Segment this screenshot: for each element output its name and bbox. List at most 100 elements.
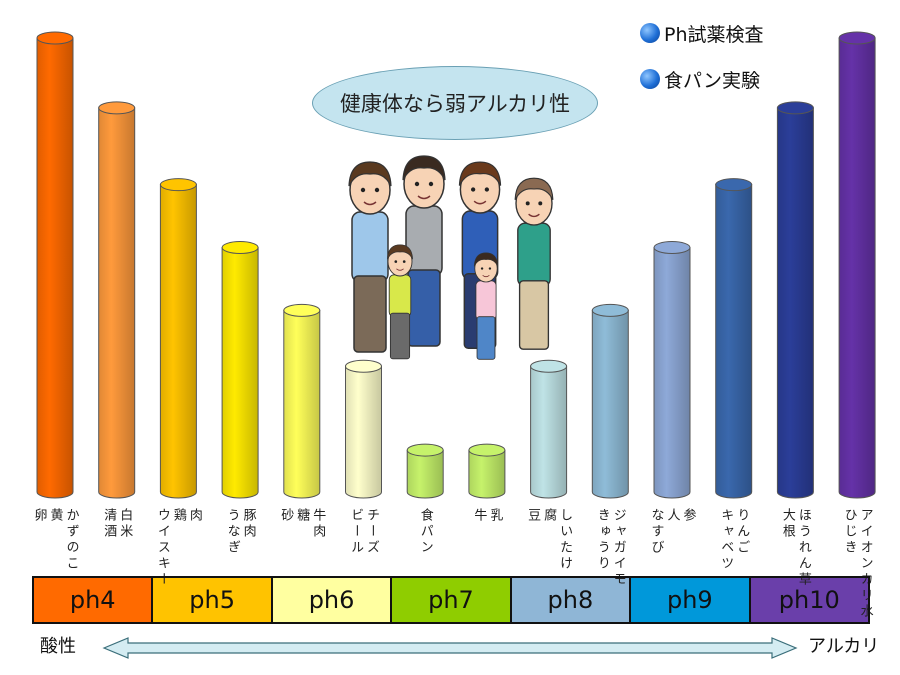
- bar: [715, 178, 753, 499]
- ph-segment-fill: [32, 576, 152, 624]
- bar-body: [468, 449, 506, 499]
- bar-body: [838, 37, 876, 499]
- ph-segment: ph7: [392, 578, 512, 622]
- bar: [36, 31, 74, 499]
- bar: [653, 241, 691, 499]
- ph-segment: ph6: [273, 578, 393, 622]
- ph-segment: ph4: [34, 578, 154, 622]
- person-figure: [387, 244, 413, 360]
- bar-label: 大根: [780, 508, 796, 540]
- bar-body: [159, 184, 197, 499]
- bar: [221, 241, 259, 499]
- bar-label: チーズ: [364, 508, 379, 556]
- bar-body: [283, 309, 321, 499]
- person-figure: [348, 161, 392, 353]
- acidic-label: 酸性: [40, 636, 76, 657]
- bar-body: [530, 365, 568, 499]
- bar-label: ビール: [348, 508, 363, 556]
- bar-label: りんご: [734, 508, 749, 556]
- ph-segment-label: ph5: [189, 586, 235, 614]
- blue-dot-icon: [640, 23, 660, 43]
- bar-top: [653, 241, 691, 255]
- bar-body: [98, 107, 136, 499]
- ph-segment-label: ph9: [666, 586, 713, 614]
- bar-label: 牛肉: [310, 508, 326, 540]
- bar-label: 人: [665, 508, 681, 524]
- bar-label: ほうれん草: [796, 508, 812, 588]
- ph-segment-fill: [750, 576, 870, 624]
- double-arrow-icon: [102, 637, 798, 659]
- bar-top: [591, 303, 629, 317]
- bar-body: [715, 184, 753, 499]
- ph-scale: ph4 ph5 ph6 ph7 ph8 ph9 ph10: [32, 576, 870, 624]
- bar: [406, 443, 444, 499]
- bar-label: 糖: [294, 507, 310, 524]
- ph-segment-fill: [271, 576, 392, 624]
- bar-label: なすび: [649, 508, 664, 556]
- bar-label: きゅうり: [595, 508, 610, 572]
- ph-segment-fill: [391, 576, 511, 624]
- bar-label: 卵: [32, 508, 48, 524]
- bar-label: 肉: [187, 508, 202, 524]
- bar-top: [715, 178, 753, 192]
- bar-top: [468, 443, 506, 457]
- person-figure: [473, 252, 499, 360]
- bar-label: しいたけ: [557, 508, 572, 572]
- bar-body: [36, 37, 74, 499]
- bar-label: 牛: [471, 508, 487, 524]
- bar-label: うなぎ: [225, 508, 240, 556]
- bar: [159, 178, 197, 499]
- bar-label: 鶏: [171, 508, 187, 524]
- ph-segment-label: ph6: [308, 586, 355, 614]
- bar-top: [98, 101, 136, 115]
- bar: [98, 101, 136, 499]
- bar-label: 参: [681, 507, 697, 524]
- bar-body: [653, 247, 691, 499]
- bar-label: 豆: [525, 508, 541, 524]
- legend: Ph試薬検査 食パン実験: [640, 18, 764, 110]
- ph-segment: ph8: [512, 578, 632, 622]
- bar-top: [159, 178, 197, 192]
- bar: [776, 101, 814, 499]
- ph-segment-label: ph8: [547, 586, 594, 614]
- bar-top: [776, 101, 814, 115]
- bar-top: [406, 443, 444, 457]
- alkaline-label: アルカリ: [808, 636, 880, 657]
- bar-label: 白米: [117, 507, 133, 540]
- bar-body: [776, 107, 814, 499]
- person-figure: [514, 177, 554, 350]
- bar-label: ウイスキー: [155, 508, 170, 588]
- bar: [530, 359, 568, 499]
- bar-top: [345, 359, 382, 373]
- bar-body: [221, 247, 259, 499]
- bar-label: 食パン: [418, 507, 434, 556]
- legend-label-reagent: Ph試薬検査: [664, 23, 764, 46]
- bubble-text: 健康体なら弱アルカリ性: [339, 92, 571, 116]
- bar: [468, 443, 506, 499]
- bar-label: 乳: [487, 508, 503, 524]
- ph-segment-label: ph10: [778, 586, 840, 614]
- bar: [283, 303, 321, 499]
- bar-label: キャベツ: [718, 508, 734, 572]
- blue-dot-icon: [640, 69, 660, 89]
- bar-top: [221, 241, 259, 255]
- bar-label: 砂: [278, 508, 294, 524]
- bar-label: かずのこ: [64, 508, 79, 572]
- family-illustration: [348, 155, 554, 360]
- bar-label: ひじき: [842, 508, 857, 556]
- ph-segment: ph10: [751, 578, 868, 622]
- bar-top: [36, 31, 74, 45]
- legend-item-bread: 食パン実験: [640, 64, 764, 94]
- ph-segment-label: ph7: [428, 586, 474, 614]
- bar-top: [283, 303, 321, 317]
- ph-segment-fill: [630, 576, 751, 624]
- bar-body: [406, 449, 444, 499]
- bar-body: [345, 365, 382, 499]
- bar-label: ジャガイモ: [611, 508, 626, 588]
- bar-label: 清酒: [101, 508, 117, 540]
- ph-segment-fill: [510, 576, 631, 624]
- speech-bubble: 健康体なら弱アルカリ性: [312, 66, 598, 140]
- ph-segment: ph9: [631, 578, 751, 622]
- ph-segment-label: ph4: [69, 586, 116, 614]
